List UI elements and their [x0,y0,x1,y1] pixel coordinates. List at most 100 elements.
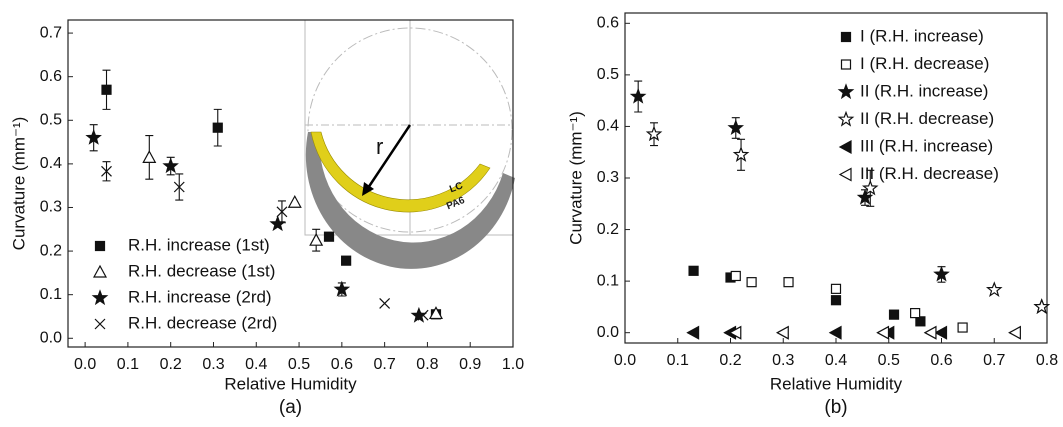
legend-marker [92,264,108,278]
data-point [410,306,428,323]
y-axis-title: Curvature (mm⁻¹) [9,117,28,251]
x-tick-label: 0.0 [74,356,96,373]
data-point [101,165,112,177]
data-point [85,129,102,145]
data-point [888,309,900,320]
data-point [101,84,112,95]
inset-label: r [376,134,383,159]
legend-marker [837,110,855,127]
x-tick-label: 0.4 [245,356,267,373]
data-point [323,231,335,242]
data-point [276,206,288,218]
x-tick-label: 0.1 [117,356,139,373]
y-tick-label: 0.1 [40,286,62,303]
data-point [212,122,223,133]
data-point [333,280,351,297]
y-tick-label: 0.6 [40,68,62,85]
data-point [142,150,157,163]
y-tick-label: 0.2 [40,242,62,259]
data-point [746,277,757,288]
x-tick-label: 0.1 [667,352,689,369]
legend-label: R.H. decrease (1st) [128,261,275,280]
data-point [417,309,429,321]
inset: r LC PA6 [304,19,515,269]
legend-label: R.H. increase (2rd) [128,287,272,306]
legend-marker [838,139,852,155]
x-tick-label: 0.3 [202,356,224,373]
data-point [309,232,324,246]
data-point [688,265,699,276]
legend-marker [840,59,852,70]
data-point [861,179,879,196]
x-tick-label: 0.7 [374,356,396,373]
x-tick-label: 0.6 [331,356,353,373]
x-tick-label: 0.4 [825,352,847,369]
y-tick-label: 0.6 [597,15,619,32]
legend-label: R.H. increase (1st) [128,235,270,254]
y-axis-title: Curvature (mm⁻¹) [566,111,585,245]
inset-circle [307,27,513,233]
data-point [830,283,842,294]
x-tick-label: 0.2 [160,356,182,373]
data-point [162,157,179,174]
x-tick-label: 0.5 [288,356,310,373]
y-tick-label: 0.4 [597,118,619,135]
legend-marker [94,240,106,252]
data-point [686,325,700,340]
data-point [287,194,302,208]
y-tick-label: 0.1 [597,272,619,289]
legend-label: II (R.H. increase) [860,81,988,100]
x-tick-label: 0.7 [983,352,1005,369]
data-point [379,297,391,309]
legend-label: I (R.H. decrease) [860,54,989,73]
x-tick-label: 0.2 [719,352,741,369]
data-point [1008,325,1021,340]
x-axis-title: Relative Humidity [770,374,903,393]
data-point [645,125,663,142]
data-point [876,325,890,340]
legend-marker [837,83,855,100]
y-tick-label: 0.0 [40,329,62,346]
x-tick-label: 0.6 [930,352,952,369]
data-point [828,325,842,340]
y-tick-label: 0.5 [40,111,62,128]
plot-frame [67,19,514,348]
legend-label: I (R.H. increase) [860,26,984,45]
legend-label: R.H. decrease (2rd) [128,313,277,332]
data-point [341,255,352,266]
x-tick-label: 0.8 [416,356,438,373]
inset-label: LC [448,180,464,195]
x-tick-label: 0.9 [459,356,481,373]
data-point [727,119,745,135]
data-point [985,281,1003,298]
data-point [428,306,443,320]
data-point [923,325,937,340]
y-tick-label: 0.2 [597,221,619,238]
x-tick-label: 0.3 [772,352,794,369]
y-tick-label: 0.3 [597,169,619,186]
legend-label: II (R.H. decrease) [860,109,994,128]
data-point [730,270,741,282]
y-tick-label: 0.7 [40,24,62,41]
x-axis-title: Relative Humidity [224,374,357,393]
legend-label: III (R.H. increase) [860,136,993,155]
y-tick-label: 0.4 [40,155,62,172]
data-point [269,215,286,232]
x-tick-label: 0.5 [878,352,900,369]
data-point [728,325,742,340]
legend-marker [838,167,852,182]
data-point [173,181,185,193]
data-point [775,325,789,340]
data-point [830,295,842,306]
data-point [629,87,647,104]
y-tick-label: 0.3 [40,199,62,216]
x-tick-label: 0.0 [614,352,636,369]
data-point [1033,298,1051,315]
lc-layer [310,131,491,213]
pa6-layer [305,132,515,269]
legend-label: III (R.H. decrease) [860,164,999,183]
panel-label: (a) [279,397,302,418]
data-point [915,316,926,327]
data-point [732,146,750,162]
